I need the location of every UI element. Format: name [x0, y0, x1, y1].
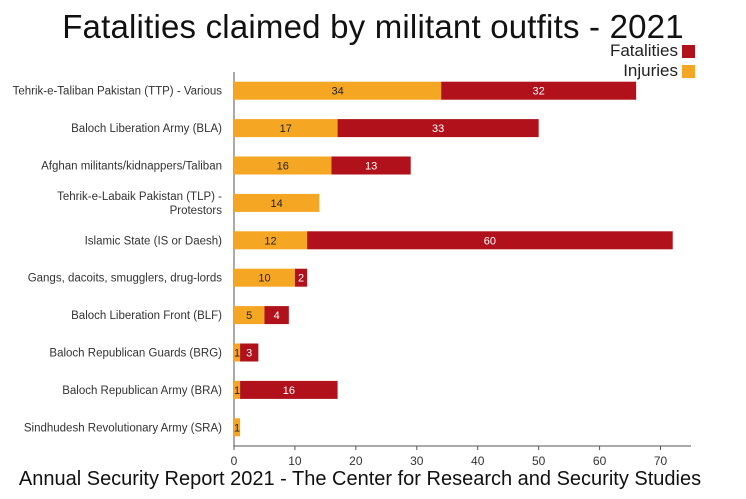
fatalities-data-label: 13 [365, 161, 377, 173]
x-tick-label: 60 [593, 454, 607, 468]
chart-title: Fatalities claimed by militant outfits -… [62, 8, 684, 45]
legend-fatalities-swatch [682, 44, 695, 58]
injuries-data-label: 1 [234, 348, 240, 360]
injuries-bar [234, 268, 295, 287]
fatalities-data-label: 33 [432, 123, 444, 135]
category-label: Baloch Liberation Army (BLA) [71, 123, 222, 135]
category-label: Tehrik-e-Labaik Pakistan (TLP) -Protesto… [57, 191, 222, 217]
fatalities-data-label: 60 [484, 235, 496, 247]
fatalities-bar [441, 81, 637, 100]
x-tick-label: 50 [532, 454, 546, 468]
fatalities-data-label: 2 [298, 273, 304, 285]
injuries-data-label: 12 [264, 235, 276, 247]
fatalities-data-label: 4 [274, 310, 280, 322]
fatalities-bar [337, 119, 539, 138]
category-label: Baloch Republican Guards (BRG) [49, 348, 222, 360]
category-label: Tehrik-e-Taliban Pakistan (TTP) - Variou… [13, 86, 223, 98]
fatalities-bar [331, 156, 411, 175]
legend-injuries-label: Injuries [623, 61, 678, 80]
category-label: Afghan militants/kidnappers/Taliban [41, 161, 222, 173]
x-tick-label: 20 [349, 454, 363, 468]
source-footer: Annual Security Report 2021 - The Center… [18, 468, 702, 490]
fatalities-data-label: 32 [533, 86, 545, 98]
x-tick-label: 10 [288, 454, 302, 468]
injuries-bar [234, 231, 308, 250]
x-tick-label: 70 [654, 454, 668, 468]
category-label: Baloch Liberation Front (BLF) [71, 310, 222, 322]
injuries-data-label: 14 [271, 198, 283, 210]
category-label: Sindhudesh Revolutionary Army (SRA) [24, 422, 222, 434]
injuries-data-label: 16 [277, 161, 289, 173]
injuries-data-label: 1 [234, 385, 240, 397]
fatalities-data-label: 16 [283, 385, 295, 397]
fatalities-data-label: 3 [246, 348, 252, 360]
fatalities-bar [240, 380, 338, 399]
injuries-data-label: 17 [280, 123, 292, 135]
category-label: Gangs, dacoits, smugglers, drug-lords [28, 273, 223, 285]
category-label: Islamic State (IS or Daesh) [85, 235, 223, 247]
legend-fatalities-label: Fatalities [609, 41, 678, 60]
x-tick-label: 0 [231, 454, 238, 468]
legend-injuries-swatch [682, 64, 695, 78]
injuries-bar [234, 156, 332, 175]
fatalities-bar [264, 306, 289, 325]
legend-injuries: Injuries [600, 61, 695, 81]
category-label: Baloch Republican Army (BRA) [62, 385, 222, 397]
injuries-bar [234, 81, 442, 100]
legend-fatalities: Fatalities [600, 41, 695, 61]
injuries-bar [234, 306, 265, 325]
injuries-bar [234, 380, 241, 399]
fatalities-bar [294, 268, 308, 287]
injuries-data-label: 10 [258, 273, 270, 285]
x-tick-label: 40 [471, 454, 485, 468]
injuries-bar [234, 119, 338, 138]
injuries-bar [234, 343, 241, 362]
x-tick-label: 30 [410, 454, 424, 468]
injuries-data-label: 1 [234, 422, 240, 434]
fatalities-bar [240, 343, 259, 362]
injuries-bar [234, 418, 241, 437]
injuries-bar [234, 193, 320, 212]
injuries-data-label: 5 [246, 310, 252, 322]
injuries-data-label: 34 [331, 86, 343, 98]
fatalities-bar [307, 231, 673, 250]
